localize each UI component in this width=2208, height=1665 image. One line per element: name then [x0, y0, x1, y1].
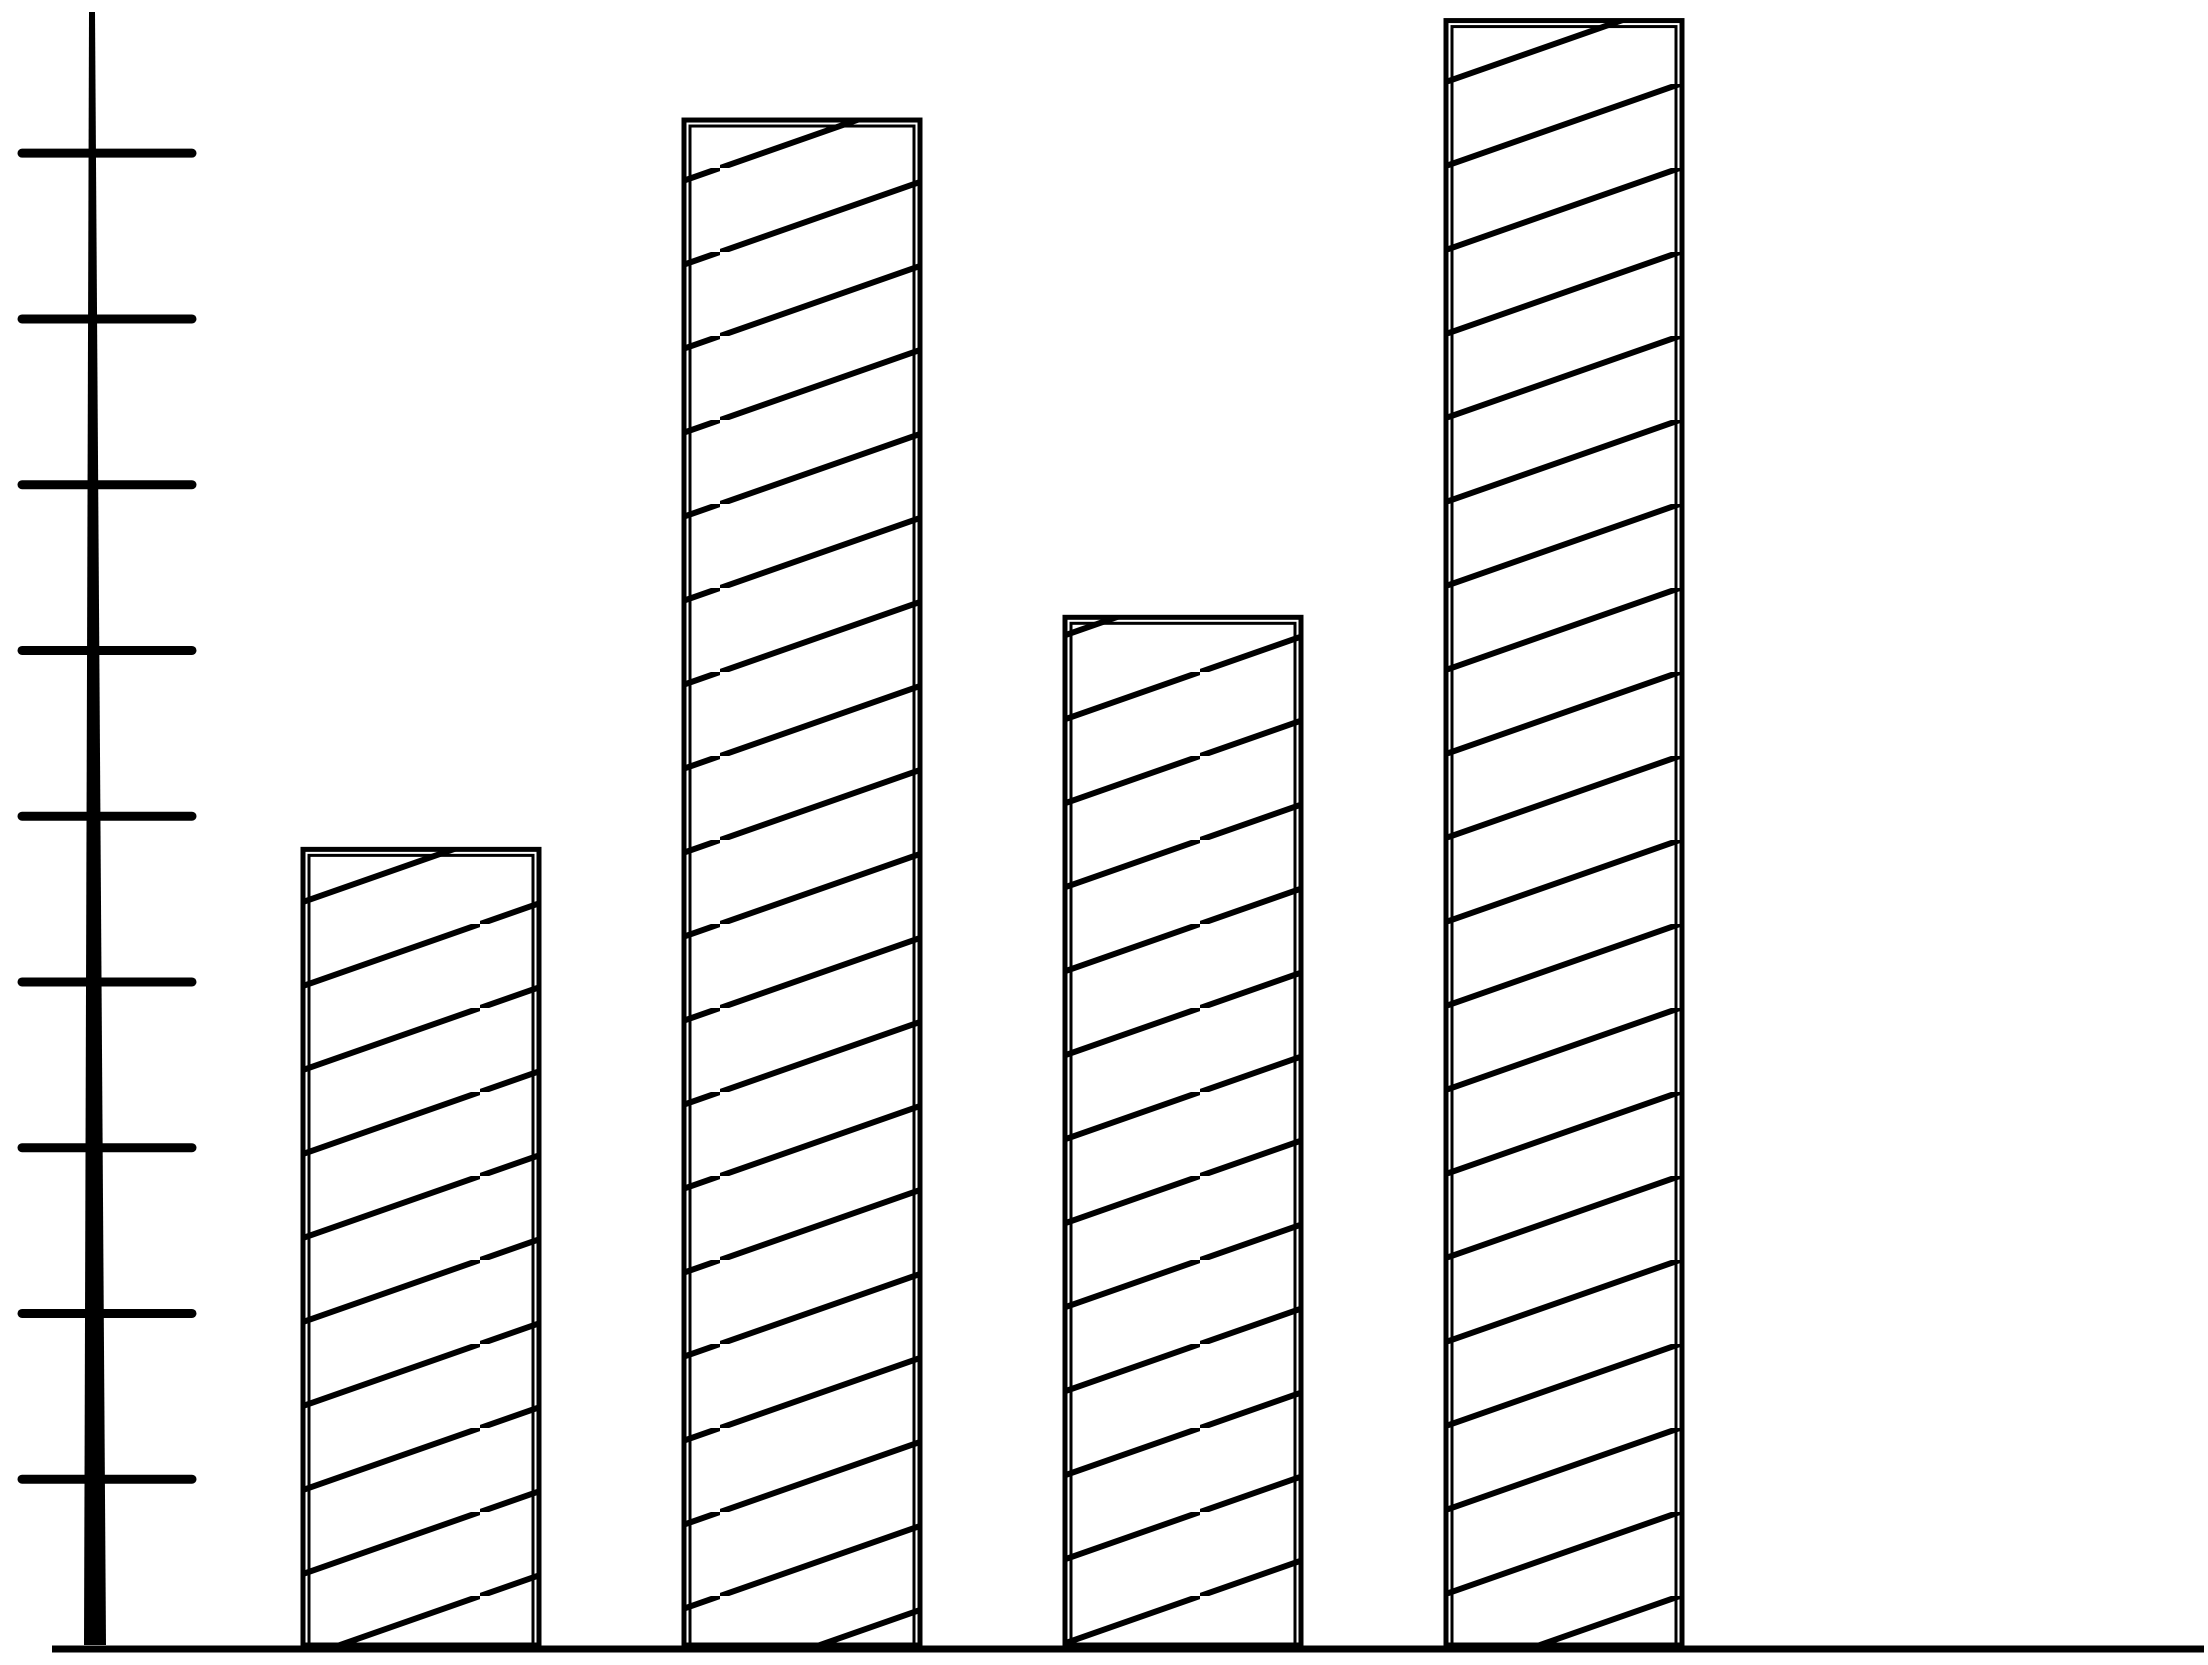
bar — [1062, 614, 1304, 1648]
bar-group — [1443, 18, 1685, 1648]
bar — [681, 117, 923, 1648]
y-axis — [84, 12, 106, 1645]
bar-group — [681, 117, 923, 1648]
bar-inner-outline — [1450, 25, 1678, 1647]
bar — [300, 846, 542, 1648]
bar-group — [300, 846, 542, 1648]
bar-inner-outline — [688, 124, 916, 1647]
bar-inner-outline — [1069, 621, 1297, 1647]
bar — [1443, 18, 1685, 1648]
bar-group — [1062, 614, 1304, 1648]
bar-inner-outline — [307, 853, 535, 1647]
